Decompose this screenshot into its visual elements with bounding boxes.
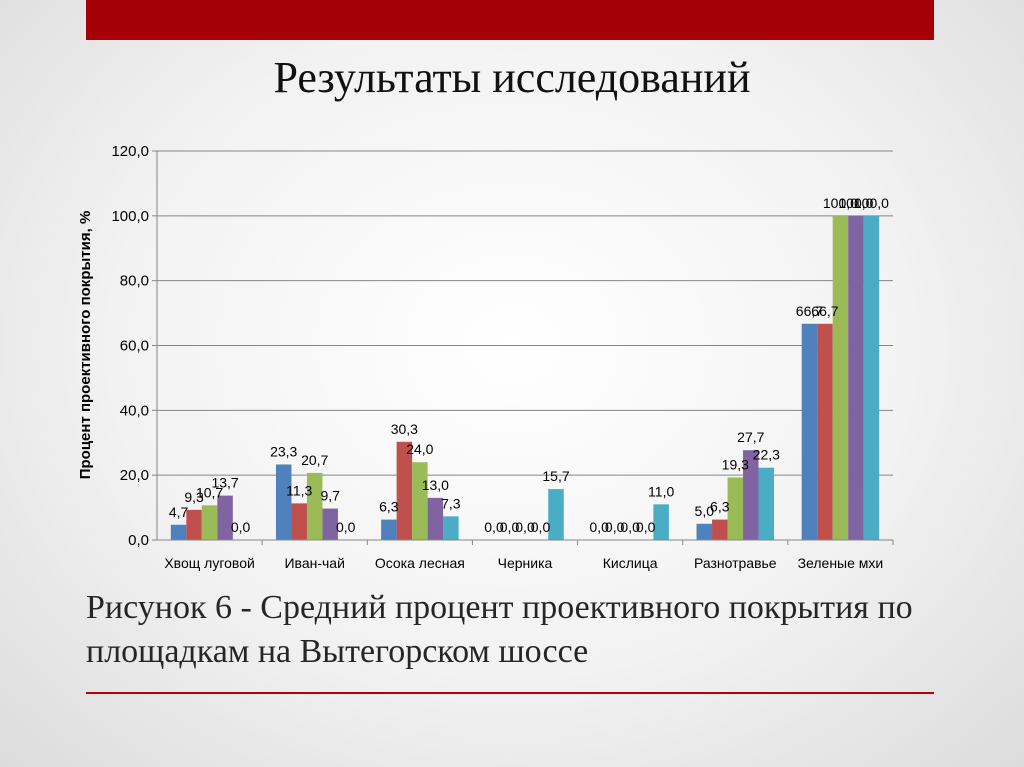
figure-caption: Рисунок 6 - Средний процент проективного… — [86, 589, 913, 670]
data-label: 7,3 — [441, 495, 461, 511]
bar — [381, 519, 397, 540]
bottom-divider — [86, 692, 934, 694]
x-category-label: Разнотравье — [694, 555, 777, 571]
bar — [291, 503, 307, 540]
y-tick-label: 20,0 — [120, 467, 149, 484]
x-category-label: Осока лесная — [375, 555, 465, 571]
bar — [217, 495, 233, 540]
data-label: 0,0 — [589, 519, 609, 535]
data-label: 13,7 — [211, 475, 238, 491]
bar — [427, 497, 444, 540]
data-label: 100,0 — [854, 195, 889, 211]
bar — [801, 323, 818, 540]
data-label: 15,7 — [542, 468, 569, 484]
data-label: 27,7 — [737, 429, 764, 445]
bar — [712, 519, 728, 540]
data-label: 100,0 — [838, 195, 873, 211]
data-label: 100,0 — [823, 195, 858, 211]
y-tick-label: 60,0 — [120, 338, 149, 355]
bar — [653, 504, 669, 540]
data-labels: 4,79,310,713,7 0,0 23,3 11,3 20,7 9,7 0,0 6,3 30… — [169, 195, 889, 535]
bar — [548, 489, 564, 540]
data-label: 6,3 — [710, 499, 730, 515]
data-label: 0,0 — [484, 519, 504, 535]
x-category-label: Хвощ луговой — [164, 555, 254, 571]
data-label: 13,0 — [422, 477, 449, 493]
data-label: 0,0 — [620, 519, 640, 535]
bar — [170, 524, 187, 540]
x-category-label: Черника — [498, 555, 553, 571]
data-label: 0,0 — [636, 519, 656, 535]
top-accent-bar — [86, 0, 934, 40]
x-category-label: Зеленые мхи — [798, 555, 884, 571]
data-label: 11,0 — [648, 483, 674, 499]
bar — [275, 464, 292, 540]
data-label: 6,3 — [379, 499, 399, 515]
chart-gridlines — [157, 150, 893, 476]
x-category-label: Кислица — [603, 555, 658, 571]
bar — [396, 441, 413, 540]
bar — [306, 472, 323, 540]
y-tick-label: 40,0 — [120, 402, 149, 419]
data-label: 20,7 — [301, 452, 328, 468]
data-label: 19,3 — [722, 456, 749, 472]
data-label: 66,7 — [811, 303, 838, 319]
data-label: 24,0 — [406, 441, 433, 457]
data-label: 22,3 — [753, 447, 780, 463]
y-tick-label: 120,0 — [111, 143, 149, 160]
y-axis-label: Процент проективного покрытия, % — [77, 211, 94, 480]
data-label: 9,3 — [184, 489, 204, 505]
data-label: 10,7 — [196, 484, 223, 500]
bar — [727, 477, 744, 540]
bar — [186, 509, 202, 540]
data-label: 0,0 — [605, 519, 625, 535]
x-category-label: Иван-чай — [284, 555, 344, 571]
slide-title: Результаты исследований — [273, 53, 751, 102]
y-axis-ticks: 0,0 20,0 40,0 60,0 80,0 100,0 120,0 — [111, 143, 157, 549]
y-tick-label: 80,0 — [120, 273, 149, 290]
bar — [758, 467, 775, 540]
data-label: 0,0 — [531, 519, 551, 535]
y-tick-label: 100,0 — [111, 208, 149, 225]
bar — [412, 462, 428, 540]
bar — [743, 450, 759, 540]
data-label: 0,0 — [515, 519, 535, 535]
bar — [696, 523, 713, 540]
bar — [848, 215, 864, 541]
data-label: 5,0 — [695, 503, 715, 519]
data-label: 23,3 — [270, 443, 297, 459]
bar — [817, 323, 833, 540]
bar — [201, 505, 218, 540]
bar — [863, 215, 880, 541]
data-label: 11,3 — [286, 482, 312, 498]
bars — [170, 215, 880, 541]
bar — [443, 516, 459, 540]
data-label: 0,0 — [231, 519, 251, 535]
data-label: 30,3 — [391, 421, 418, 437]
bar — [832, 215, 849, 541]
data-label: 0,0 — [500, 519, 520, 535]
data-label: 4,7 — [169, 504, 189, 520]
y-tick-label: 0,0 — [128, 532, 149, 549]
bar — [322, 508, 338, 540]
x-axis-categories: Хвощ луговой Иван-чай Осока лесная Черника К… — [164, 540, 894, 571]
data-label: 66,7 — [796, 303, 823, 319]
data-label: 9,7 — [320, 488, 340, 504]
data-label: 0,0 — [336, 519, 356, 535]
